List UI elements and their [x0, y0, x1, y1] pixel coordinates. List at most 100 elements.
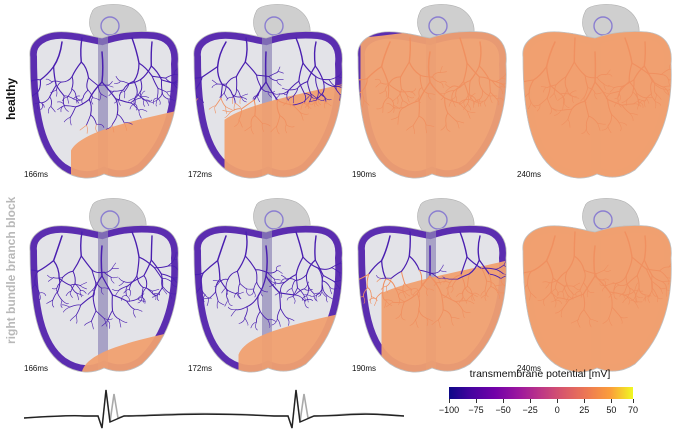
conduction-branch — [118, 281, 125, 286]
conduction-branch — [253, 81, 267, 101]
conduction-branch — [73, 98, 80, 104]
conduction-branch — [439, 80, 447, 84]
conduction-branch — [100, 287, 104, 295]
conduction-branch — [41, 96, 51, 104]
conduction-branch — [167, 98, 170, 106]
conduction-branch — [193, 76, 203, 79]
conduction-branch — [455, 87, 461, 96]
conduction-branch — [352, 97, 354, 104]
conduction-branch — [216, 65, 224, 86]
conduction-branch — [179, 90, 181, 96]
conduction-branch — [171, 281, 177, 287]
conduction-branch — [449, 274, 462, 284]
conduction-branch — [295, 256, 304, 276]
conduction-branch — [265, 275, 281, 294]
conduction-branch — [654, 101, 657, 109]
conduction-branch — [458, 98, 471, 104]
conduction-branch — [460, 274, 466, 289]
colorbar-tick-label: 50 — [606, 405, 617, 415]
conduction-branch — [151, 293, 159, 298]
conduction-branch — [425, 317, 429, 327]
conduction-branch — [180, 284, 182, 285]
conduction-branch — [522, 79, 535, 84]
conduction-branch — [459, 231, 468, 258]
heart-model — [193, 4, 346, 179]
heart-panel: 172ms — [186, 2, 346, 182]
conduction-branch — [143, 275, 148, 289]
conduction-branch — [593, 245, 596, 277]
conduction-branch — [155, 99, 158, 107]
conduction-branch — [482, 89, 491, 97]
conduction-branch — [36, 92, 40, 103]
conduction-branch — [579, 290, 582, 298]
conduction-branch — [261, 123, 264, 132]
conduction-branch — [584, 100, 590, 117]
conduction-branch — [45, 78, 53, 83]
conduction-branch — [613, 85, 624, 88]
conduction-branch — [133, 308, 143, 312]
conduction-branch — [386, 300, 393, 306]
row-label-rbbb-text: right bundle branch block — [4, 196, 18, 344]
conduction-branch — [133, 62, 140, 82]
conduction-branch — [635, 296, 638, 303]
conduction-branch — [583, 269, 586, 284]
conduction-branch — [636, 275, 640, 289]
conduction-branch — [316, 287, 324, 296]
conduction-branch — [52, 259, 60, 280]
conduction-branch — [361, 78, 368, 92]
conduction-branch — [659, 287, 663, 294]
conduction-branch — [496, 97, 504, 101]
conduction-branch — [99, 93, 102, 101]
conduction-branch — [663, 88, 671, 91]
conduction-branch — [608, 317, 613, 326]
valve-ring — [593, 16, 613, 36]
heart-panel: 166ms — [22, 2, 182, 182]
conduction-branch — [395, 312, 402, 319]
conduction-system — [193, 37, 346, 135]
conduction-branch — [566, 283, 572, 293]
conduction-branch — [564, 76, 568, 90]
conduction-branch — [583, 282, 589, 291]
conduction-branch — [426, 288, 434, 291]
conduction-branch — [103, 268, 113, 273]
conduction-branch — [416, 275, 431, 295]
conduction-branch — [294, 274, 307, 281]
conduction-branch — [100, 93, 107, 98]
conduction-branch — [276, 80, 282, 86]
conduction-branch — [303, 294, 312, 297]
conduction-branch — [445, 83, 452, 88]
conduction-branch — [456, 293, 463, 297]
conduction-branch — [80, 289, 87, 294]
conduction-branch — [244, 125, 252, 132]
conduction-branch — [144, 99, 150, 106]
conduction-branch — [121, 295, 127, 301]
conduction-branch — [445, 112, 449, 125]
conduction-branch — [343, 81, 346, 85]
conduction-branch — [621, 99, 628, 103]
conduction-branch — [67, 96, 70, 104]
conduction-branch — [432, 76, 441, 83]
conduction-branch — [400, 255, 410, 272]
conduction-branch — [545, 259, 554, 279]
conduction-branch — [143, 259, 152, 277]
conduction-branch — [62, 306, 71, 313]
conduction-branch — [389, 76, 402, 84]
conduction-branch — [400, 61, 410, 78]
conduction-branch — [208, 105, 216, 110]
conduction-branch — [165, 73, 175, 79]
heart-panel: 190ms — [350, 2, 510, 182]
conduction-branch — [95, 124, 99, 133]
conduction-branch — [462, 296, 467, 304]
conduction-branch — [480, 293, 487, 299]
conduction-branch — [555, 76, 567, 86]
conduction-branch — [303, 93, 306, 104]
conduction-branch — [236, 293, 242, 300]
conduction-branch — [485, 286, 492, 295]
conduction-branch — [462, 309, 465, 319]
conduction-branch — [631, 256, 647, 270]
conduction-branch — [256, 74, 270, 77]
conduction-branch — [212, 280, 220, 283]
conduction-branch — [123, 281, 134, 283]
conduction-branch — [380, 259, 387, 280]
conduction-branch — [193, 293, 196, 302]
